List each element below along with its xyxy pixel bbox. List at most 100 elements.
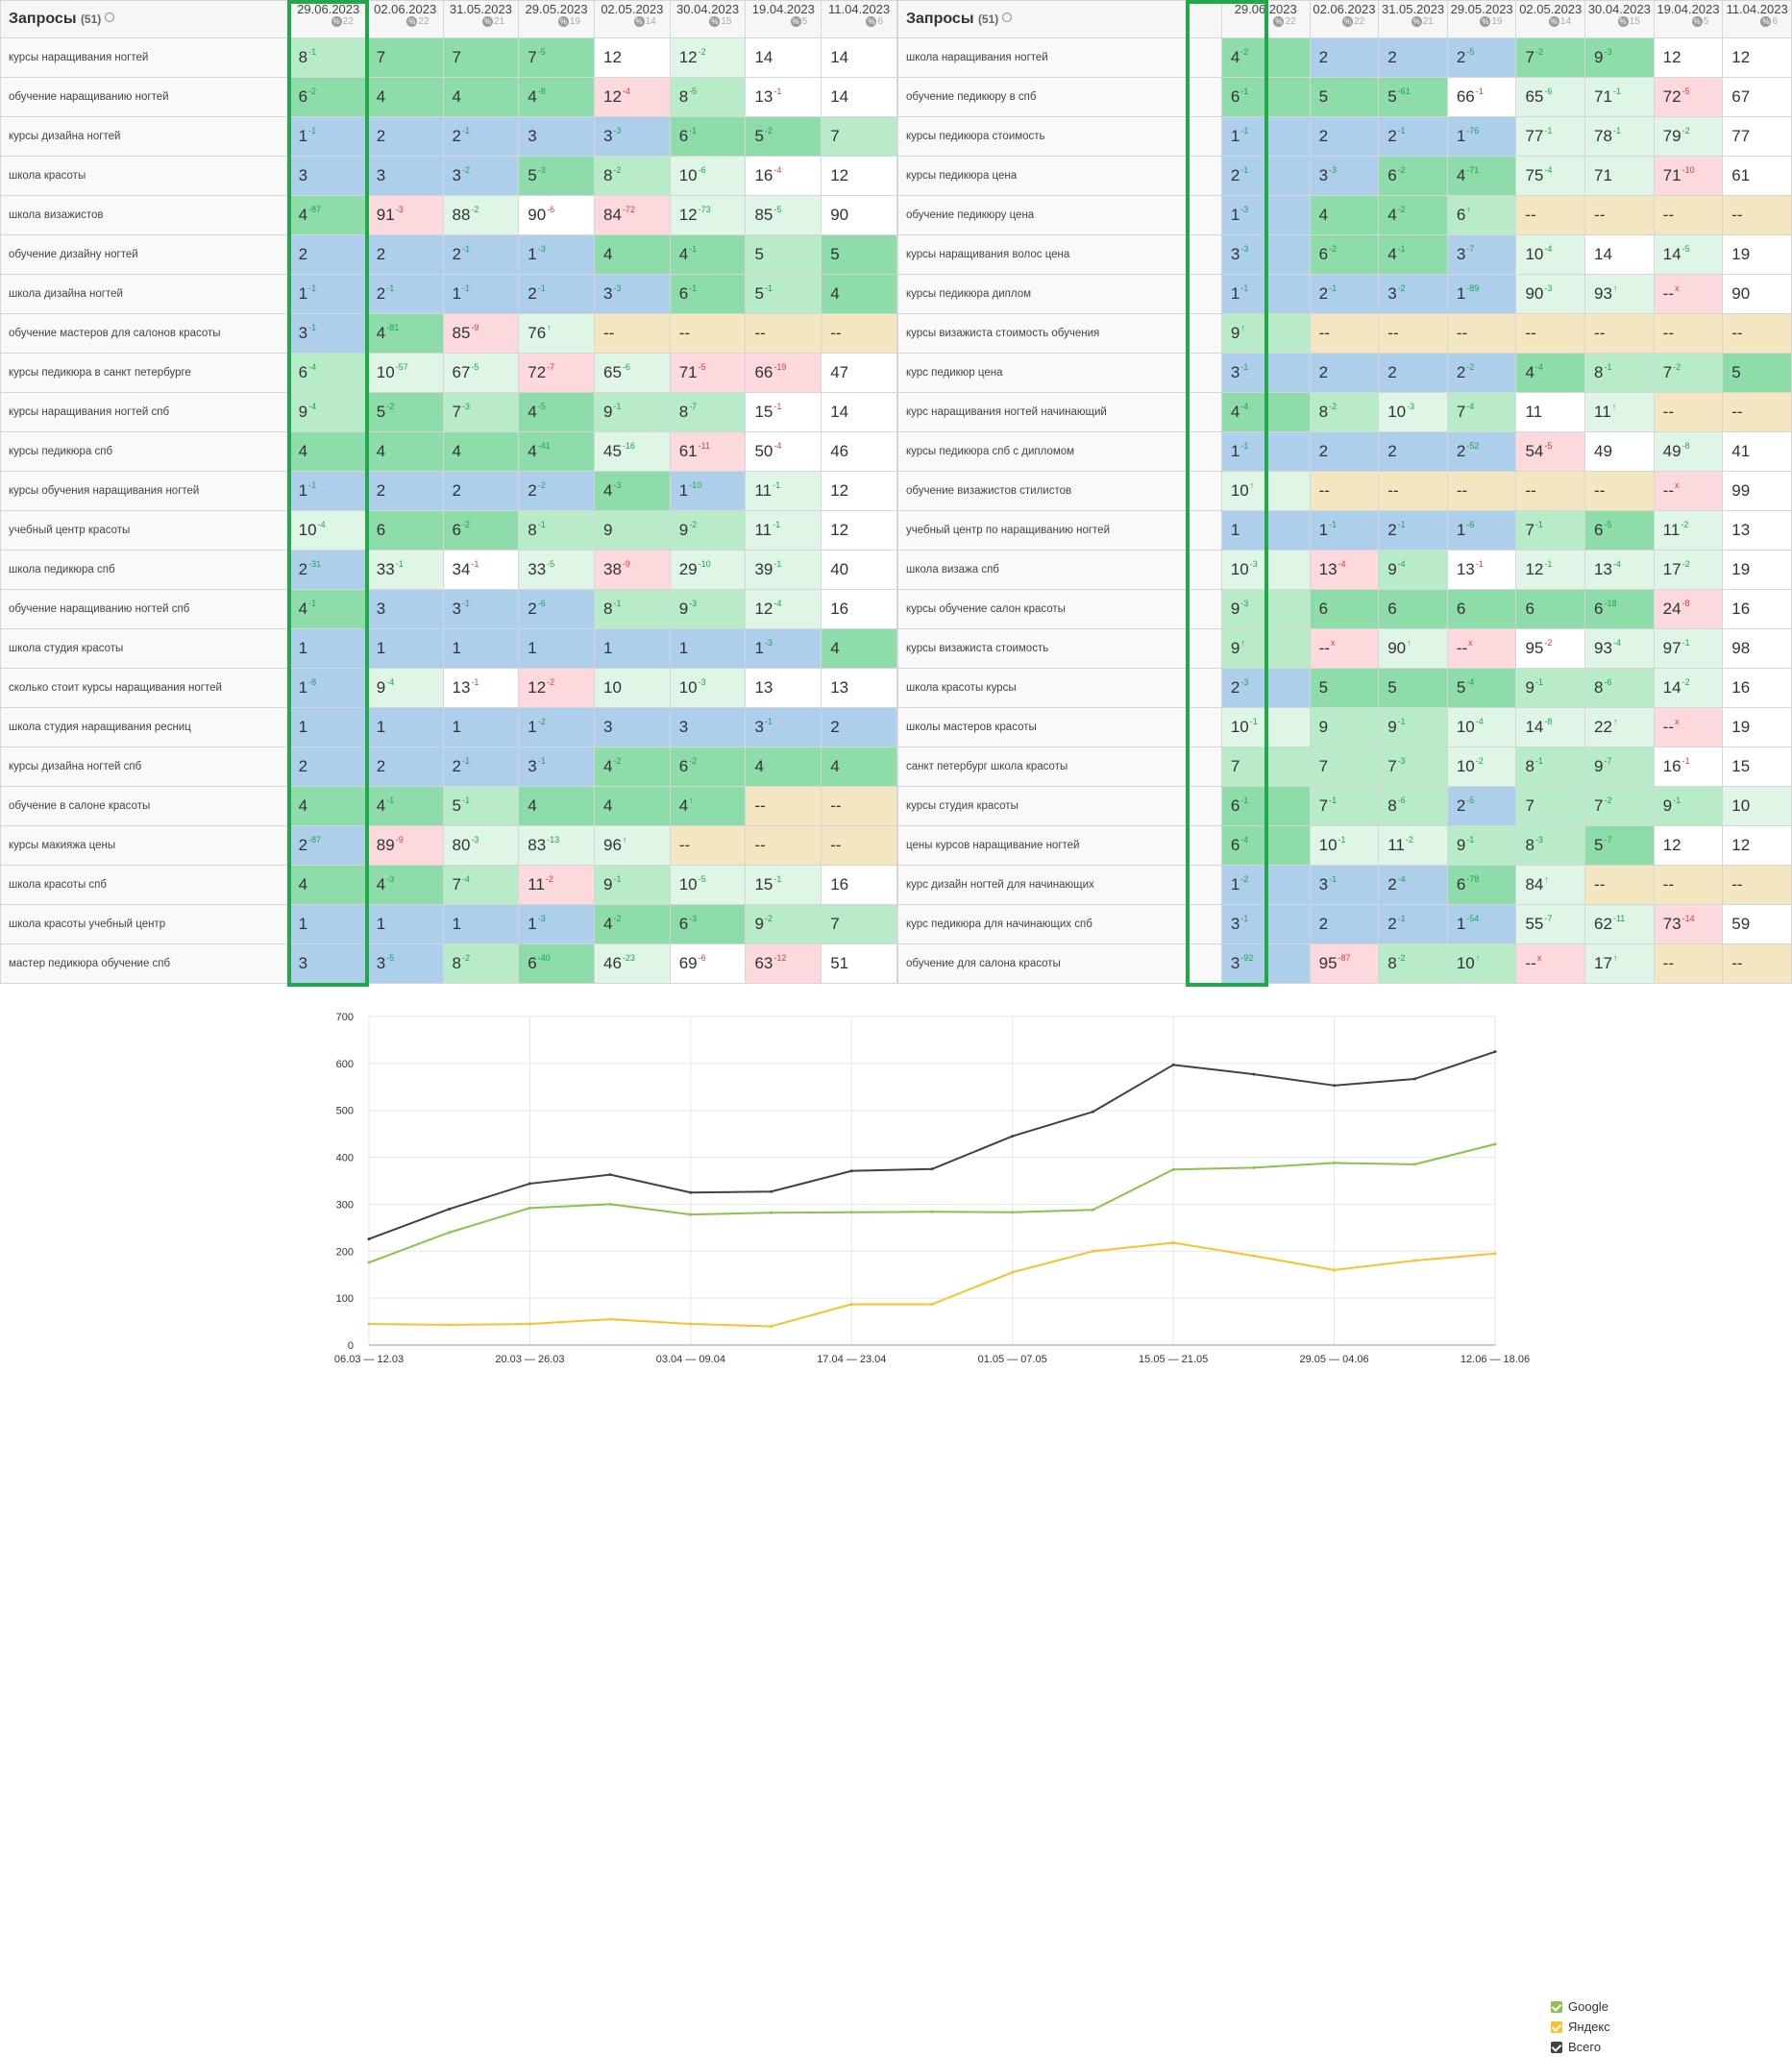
position-cell[interactable]: 14-2	[1653, 668, 1724, 708]
table-row[interactable]: курсы дизайна ногтей 1-1 2 2-1 3 3-3 6-1 5-2 7	[0, 116, 897, 157]
position-cell[interactable]: 4	[366, 431, 444, 472]
position-cell[interactable]: --	[821, 786, 897, 826]
query-cell[interactable]: курсы визажиста стоимость	[897, 628, 1222, 669]
position-cell[interactable]: 90	[821, 195, 897, 235]
position-cell[interactable]: 63-12	[745, 943, 822, 984]
position-cell[interactable]: --	[1446, 471, 1517, 511]
queries-header[interactable]: Запросы (51)	[0, 0, 290, 38]
position-cell[interactable]: --	[669, 313, 747, 354]
query-cell[interactable]: санкт петербург школа красоты	[897, 747, 1222, 787]
position-cell[interactable]: 6↑	[1446, 195, 1517, 235]
date-column-header[interactable]: 11.04.2023% 6	[1722, 0, 1792, 38]
query-cell[interactable]: курс педикюр цена	[897, 353, 1222, 393]
position-cell[interactable]: 7-2	[1584, 786, 1655, 826]
position-cell[interactable]: 4	[821, 747, 897, 787]
position-cell[interactable]: 7	[1515, 786, 1586, 826]
position-cell[interactable]: --	[745, 825, 822, 866]
query-cell[interactable]: курсы наращивания волос цена	[897, 234, 1222, 275]
position-cell[interactable]: 90-6	[518, 195, 595, 235]
position-cell[interactable]: 6-2	[288, 77, 368, 117]
position-cell[interactable]: 3-3	[1220, 234, 1311, 275]
position-cell[interactable]: 1	[366, 707, 444, 747]
date-column-header[interactable]: 02.06.2023% 22	[1309, 0, 1380, 38]
position-cell[interactable]: 1-76	[1446, 116, 1517, 157]
date-column-header[interactable]: 02.05.2023% 14	[1515, 0, 1586, 38]
queries-header[interactable]: Запросы (51)	[897, 0, 1222, 38]
position-cell[interactable]: 72-5	[1653, 77, 1724, 117]
position-cell[interactable]: 29-10	[669, 550, 747, 590]
position-cell[interactable]: 4	[288, 786, 368, 826]
query-cell[interactable]: школа визажистов	[0, 195, 290, 235]
position-cell[interactable]: 10-5	[669, 865, 747, 905]
query-cell[interactable]: цены курсов наращивание ногтей	[897, 825, 1222, 866]
position-cell[interactable]: 3-2	[442, 156, 520, 196]
position-cell[interactable]: 4-41	[518, 431, 595, 472]
position-cell[interactable]: 6	[1446, 589, 1517, 629]
position-cell[interactable]: 6-1	[669, 274, 747, 314]
position-cell[interactable]: 14-8	[1515, 707, 1586, 747]
table-row[interactable]: школа дизайна ногтей 1-1 2-1 1-1 2-1 3-3 6-1 5-…	[0, 274, 897, 314]
position-cell[interactable]: 6-2	[669, 747, 747, 787]
position-cell[interactable]: 4	[518, 786, 595, 826]
position-cell[interactable]: 2	[1309, 116, 1380, 157]
position-cell[interactable]: 2-2	[1446, 353, 1517, 393]
position-cell[interactable]: 1-1	[1220, 431, 1311, 472]
query-cell[interactable]: обучение педикюру в спб	[897, 77, 1222, 117]
checkbox-icon[interactable]	[1551, 2000, 1562, 2013]
position-cell[interactable]: 40	[821, 550, 897, 590]
position-cell[interactable]: 19	[1722, 707, 1792, 747]
table-row[interactable]: школа визажа спб 10-3 13-4 9-4 13-1 12-1 13-4 1…	[897, 550, 1792, 590]
position-cell[interactable]: 1	[442, 628, 520, 669]
position-cell[interactable]: 2	[366, 234, 444, 275]
position-cell[interactable]: 2-1	[1378, 510, 1448, 551]
query-cell[interactable]: курсы педикюра спб	[0, 431, 290, 472]
position-cell[interactable]: 1-1	[288, 274, 368, 314]
position-cell[interactable]: 10-6	[669, 156, 747, 196]
position-cell[interactable]: 15-1	[745, 392, 822, 432]
position-cell[interactable]: 7	[1220, 747, 1311, 787]
position-cell[interactable]: 3-3	[593, 274, 671, 314]
position-cell[interactable]: --x	[1309, 628, 1380, 669]
position-cell[interactable]: 9-1	[1378, 707, 1448, 747]
position-cell[interactable]: 7-5	[518, 37, 595, 78]
position-cell[interactable]: 3	[593, 707, 671, 747]
position-cell[interactable]: 71-1	[1584, 77, 1655, 117]
position-cell[interactable]: 6-40	[518, 943, 595, 984]
position-cell[interactable]: 7	[366, 37, 444, 78]
position-cell[interactable]: 8-1	[518, 510, 595, 551]
position-cell[interactable]: 17-2	[1653, 550, 1724, 590]
position-cell[interactable]: 1-1	[288, 471, 368, 511]
position-cell[interactable]: 98	[1722, 628, 1792, 669]
position-cell[interactable]: 2-31	[288, 550, 368, 590]
position-cell[interactable]: 11-1	[745, 510, 822, 551]
position-cell[interactable]: --	[1722, 943, 1792, 984]
position-cell[interactable]: 2-6	[518, 589, 595, 629]
query-cell[interactable]: курсы наращивания ногтей	[0, 37, 290, 78]
position-cell[interactable]: 38-9	[593, 550, 671, 590]
position-cell[interactable]: 2	[1309, 353, 1380, 393]
position-cell[interactable]: 6	[1378, 589, 1448, 629]
position-cell[interactable]: 13-4	[1584, 550, 1655, 590]
table-row[interactable]: учебный центр по наращиванию ногтей 1 1-1 2…	[897, 510, 1792, 551]
date-column-header[interactable]: 29.05.2023% 19	[518, 0, 595, 38]
date-column-header[interactable]: 02.06.2023% 22	[366, 0, 444, 38]
position-cell[interactable]: 6	[1515, 589, 1586, 629]
position-cell[interactable]: 47	[821, 353, 897, 393]
position-cell[interactable]: 1-8	[288, 668, 368, 708]
position-cell[interactable]: 9	[593, 510, 671, 551]
position-cell[interactable]: 7-3	[1378, 747, 1448, 787]
position-cell[interactable]: 16	[821, 589, 897, 629]
query-cell[interactable]: школа наращивания ногтей	[897, 37, 1222, 78]
position-cell[interactable]: 2	[366, 747, 444, 787]
position-cell[interactable]: 4	[442, 77, 520, 117]
position-cell[interactable]: 8-2	[442, 943, 520, 984]
position-cell[interactable]: 2	[1309, 431, 1380, 472]
query-cell[interactable]: курсы обучения наращивания ногтей	[0, 471, 290, 511]
query-cell[interactable]: обучение наращиванию ногтей	[0, 77, 290, 117]
position-cell[interactable]: 33-5	[518, 550, 595, 590]
position-cell[interactable]: 5	[1309, 668, 1380, 708]
search-icon[interactable]	[1002, 12, 1013, 22]
position-cell[interactable]: 8-5	[669, 77, 747, 117]
position-cell[interactable]: 1	[669, 628, 747, 669]
position-cell[interactable]: 1	[593, 628, 671, 669]
